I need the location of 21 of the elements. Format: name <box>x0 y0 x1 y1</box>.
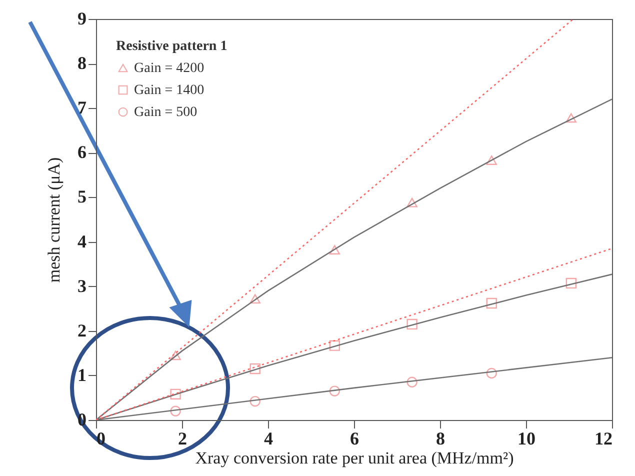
legend-title: Resistive pattern 1 <box>116 39 228 54</box>
x-tick-label: 10 <box>518 428 536 448</box>
y-tick-label: 8 <box>78 53 86 74</box>
x-tick-label: 4 <box>264 428 273 448</box>
legend-label: Gain = 1400 <box>134 83 204 98</box>
y-tick-label: 5 <box>78 186 86 207</box>
x-tick-label: 6 <box>350 428 359 448</box>
y-tick-label: 6 <box>78 142 86 162</box>
x-tick-label: 12 <box>594 428 612 448</box>
y-tick-label: 4 <box>78 231 86 252</box>
y-tick-label: 7 <box>78 98 86 118</box>
x-axis-title: Xray conversion rate per unit area (MHz/mm²) <box>195 448 514 468</box>
legend-label: Gain = 4200 <box>134 61 204 76</box>
legend-label: Gain = 500 <box>134 105 198 120</box>
y-tick-label: 2 <box>78 320 86 340</box>
y-tick-label: 9 <box>78 8 86 28</box>
x-tick-label: 2 <box>178 428 187 448</box>
y-tick-label: 3 <box>78 276 86 296</box>
y-tick-label: 1 <box>78 364 86 385</box>
x-tick-label: 8 <box>436 428 445 448</box>
y-axis-title: mesh current (μA) <box>44 157 64 283</box>
